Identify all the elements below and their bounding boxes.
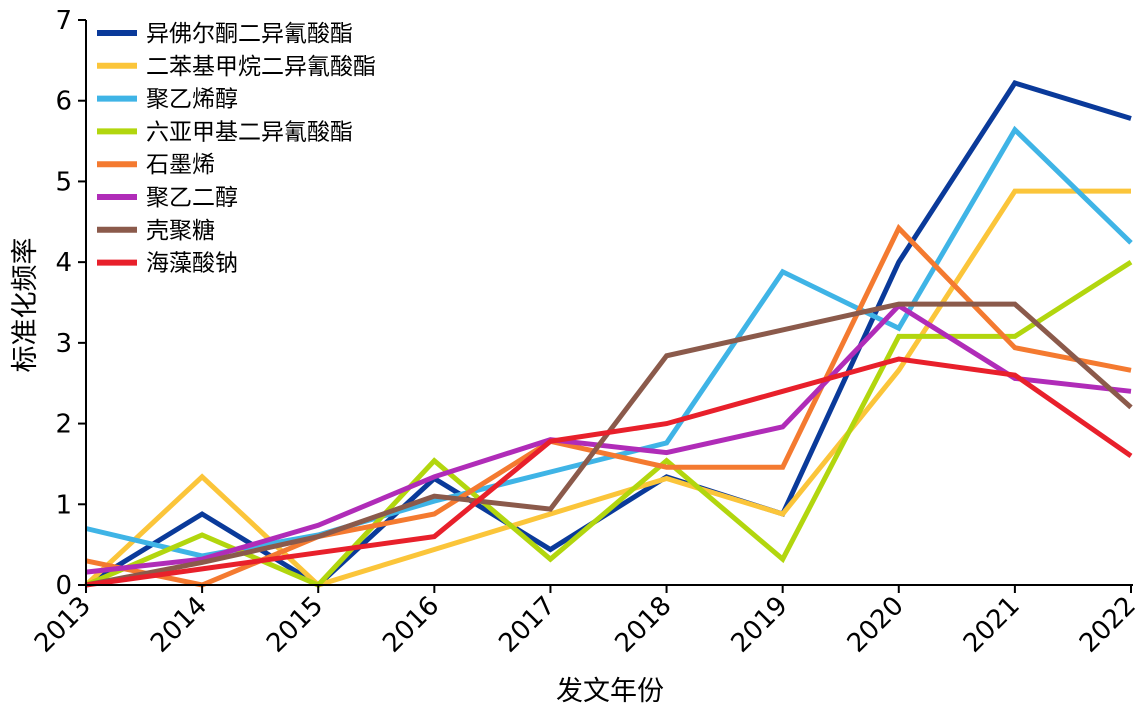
x-ticks: 2013 2014 2015 2016 2017 2018 2019 2020 2021 2022 [29, 585, 1139, 659]
series-line-2 [84, 188, 1131, 588]
legend-label: 聚乙烯醇 [146, 87, 238, 113]
x-tick-label: 2019 [726, 591, 794, 659]
x-tick-label: 2017 [493, 591, 561, 659]
y-tick-label: 1 [55, 490, 72, 520]
x-tick-label: 2020 [842, 591, 910, 659]
legend-label: 异佛尔酮二异氰酸酯 [146, 21, 353, 47]
y-tick-label: 7 [55, 6, 72, 36]
x-tick-label: 2021 [958, 591, 1026, 659]
x-tick-label: 2018 [610, 591, 678, 659]
legend-label: 二苯基甲烷二异氰酸酯 [146, 54, 376, 80]
x-tick-label: 2016 [377, 591, 445, 659]
y-tick-label: 3 [55, 329, 72, 359]
x-axis-title: 发文年份 [556, 676, 664, 707]
axes [85, 20, 1133, 586]
legend-label: 壳聚糖 [146, 218, 215, 244]
y-tick-label: 6 [55, 87, 72, 117]
series-line-5 [85, 223, 1132, 588]
y-axis-title: 标准化频率 [10, 238, 41, 373]
series-lines [84, 80, 1133, 589]
x-tick-label: 2022 [1074, 591, 1139, 659]
legend-label: 石墨烯 [146, 152, 215, 178]
x-tick-label: 2014 [145, 591, 213, 659]
y-ticks: 0 1 2 3 4 5 6 7 [55, 6, 86, 601]
series-line-8 [85, 356, 1133, 588]
x-tick-label: 2015 [261, 591, 329, 659]
y-tick-label: 4 [55, 248, 72, 278]
legend: 异佛尔酮二异氰酸酯二苯基甲烷二异氰酸酯聚乙烯醇六亚甲基二异氰酸酯石墨烯聚乙二醇壳… [97, 21, 376, 277]
y-tick-label: 0 [55, 571, 72, 601]
legend-label: 海藻酸钠 [146, 251, 238, 277]
y-tick-label: 5 [55, 167, 72, 197]
legend-label: 六亚甲基二异氰酸酯 [146, 119, 353, 145]
series-line-3 [85, 125, 1133, 559]
series-line-6 [85, 302, 1132, 575]
y-tick-label: 2 [55, 410, 72, 440]
legend-label: 聚乙二醇 [146, 185, 238, 211]
